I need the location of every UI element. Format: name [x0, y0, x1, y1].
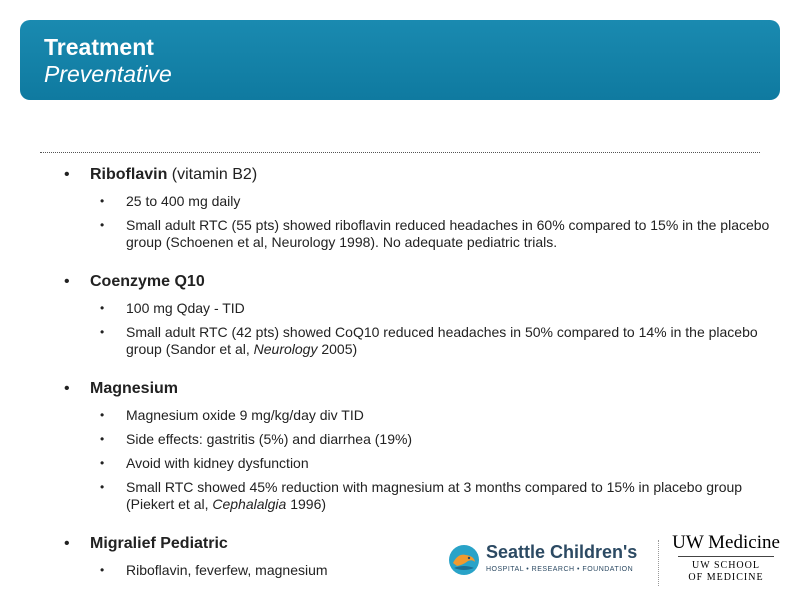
list-item: • Small RTC showed 45% reduction with ma…	[64, 479, 770, 513]
whale-icon	[449, 545, 479, 575]
section-magnesium: • Magnesium • Magnesium oxide 9 mg/kg/da…	[64, 378, 770, 513]
item-text: Small adult RTC (55 pts) showed riboflav…	[126, 217, 770, 250]
bullet-icon: •	[100, 301, 105, 315]
heading-name: Magnesium	[90, 380, 179, 397]
item-text: 100 mg Qday - TID	[126, 300, 245, 316]
uw-name: UW Medicine	[672, 532, 780, 553]
bullet-icon: •	[100, 563, 105, 577]
item-text-pre: Small adult RTC (42 pts) showed CoQ10 re…	[126, 324, 758, 357]
uw-line2: OF MEDICINE	[688, 572, 764, 583]
list-item: • Magnesium oxide 9 mg/kg/day div TID	[64, 407, 770, 424]
section-coq10: • Coenzyme Q10 • 100 mg Qday - TID • Sma…	[64, 271, 770, 358]
bullet-icon: •	[64, 273, 70, 290]
journal-name: Cephalalgia	[212, 496, 287, 512]
item-text: 25 to 400 mg daily	[126, 193, 241, 209]
journal-name: Neurology	[253, 341, 318, 357]
section-riboflavin: • Riboflavin (vitamin B2) • 25 to 400 mg…	[64, 164, 770, 251]
heading-name: Coenzyme Q10	[90, 273, 205, 290]
item-text: Avoid with kidney dysfunction	[126, 455, 309, 471]
list-item: • 100 mg Qday - TID	[64, 300, 770, 317]
heading-name: Migralief Pediatric	[90, 535, 228, 552]
sc-tagline: HOSPITAL • RESEARCH • FOUNDATION	[486, 566, 634, 573]
bullet-icon: •	[100, 194, 105, 208]
bullet-icon: •	[64, 166, 70, 183]
bullet-icon: •	[100, 218, 105, 232]
seattle-childrens-logo: Seattle Children's HOSPITAL • RESEARCH •…	[448, 540, 648, 584]
bullet-icon: •	[100, 325, 105, 339]
item-text: Riboflavin, feverfew, magnesium	[126, 562, 328, 578]
uw-line1: UW SCHOOL	[692, 560, 760, 571]
heading-qualifier: (vitamin B2)	[167, 166, 258, 183]
item-text-post: 1996)	[286, 496, 327, 512]
bullet-icon: •	[100, 432, 105, 446]
slide-title: Treatment	[44, 34, 154, 60]
heading-magnesium: • Magnesium	[64, 378, 770, 400]
item-text-post: 2005)	[317, 341, 358, 357]
title-banner: Treatment Preventative	[20, 20, 780, 100]
bullet-icon: •	[64, 535, 70, 552]
section-migralief: • Migralief Pediatric • Riboflavin, feve…	[64, 533, 770, 579]
bullet-icon: •	[100, 480, 105, 494]
bullet-list: • Riboflavin (vitamin B2) • 25 to 400 mg…	[64, 164, 770, 599]
dotted-divider	[40, 152, 760, 153]
list-item: • Small adult RTC (55 pts) showed ribofl…	[64, 217, 770, 251]
uw-medicine-logo: UW Medicine UW SCHOOL OF MEDICINE	[668, 532, 784, 592]
uw-rule	[678, 556, 774, 557]
heading-name: Riboflavin	[90, 166, 168, 183]
list-item: • 25 to 400 mg daily	[64, 193, 770, 210]
list-item: • Side effects: gastritis (5%) and diarr…	[64, 431, 770, 448]
item-text: Magnesium oxide 9 mg/kg/day div TID	[126, 407, 364, 423]
list-item: • Avoid with kidney dysfunction	[64, 455, 770, 472]
logo-separator	[658, 540, 659, 586]
heading-coq10: • Coenzyme Q10	[64, 271, 770, 293]
list-item: • Small adult RTC (42 pts) showed CoQ10 …	[64, 324, 770, 358]
list-item: • Riboflavin, feverfew, magnesium	[64, 562, 770, 579]
sc-name: Seattle Children's	[486, 542, 638, 562]
heading-migralief: • Migralief Pediatric	[64, 533, 770, 555]
heading-riboflavin: • Riboflavin (vitamin B2)	[64, 164, 770, 186]
slide-subtitle: Preventative	[44, 61, 172, 87]
bullet-icon: •	[100, 456, 105, 470]
item-text-pre: Small RTC showed 45% reduction with magn…	[126, 479, 743, 512]
bullet-icon: •	[100, 408, 105, 422]
bullet-icon: •	[64, 380, 70, 397]
item-text: Side effects: gastritis (5%) and diarrhe…	[126, 431, 413, 447]
